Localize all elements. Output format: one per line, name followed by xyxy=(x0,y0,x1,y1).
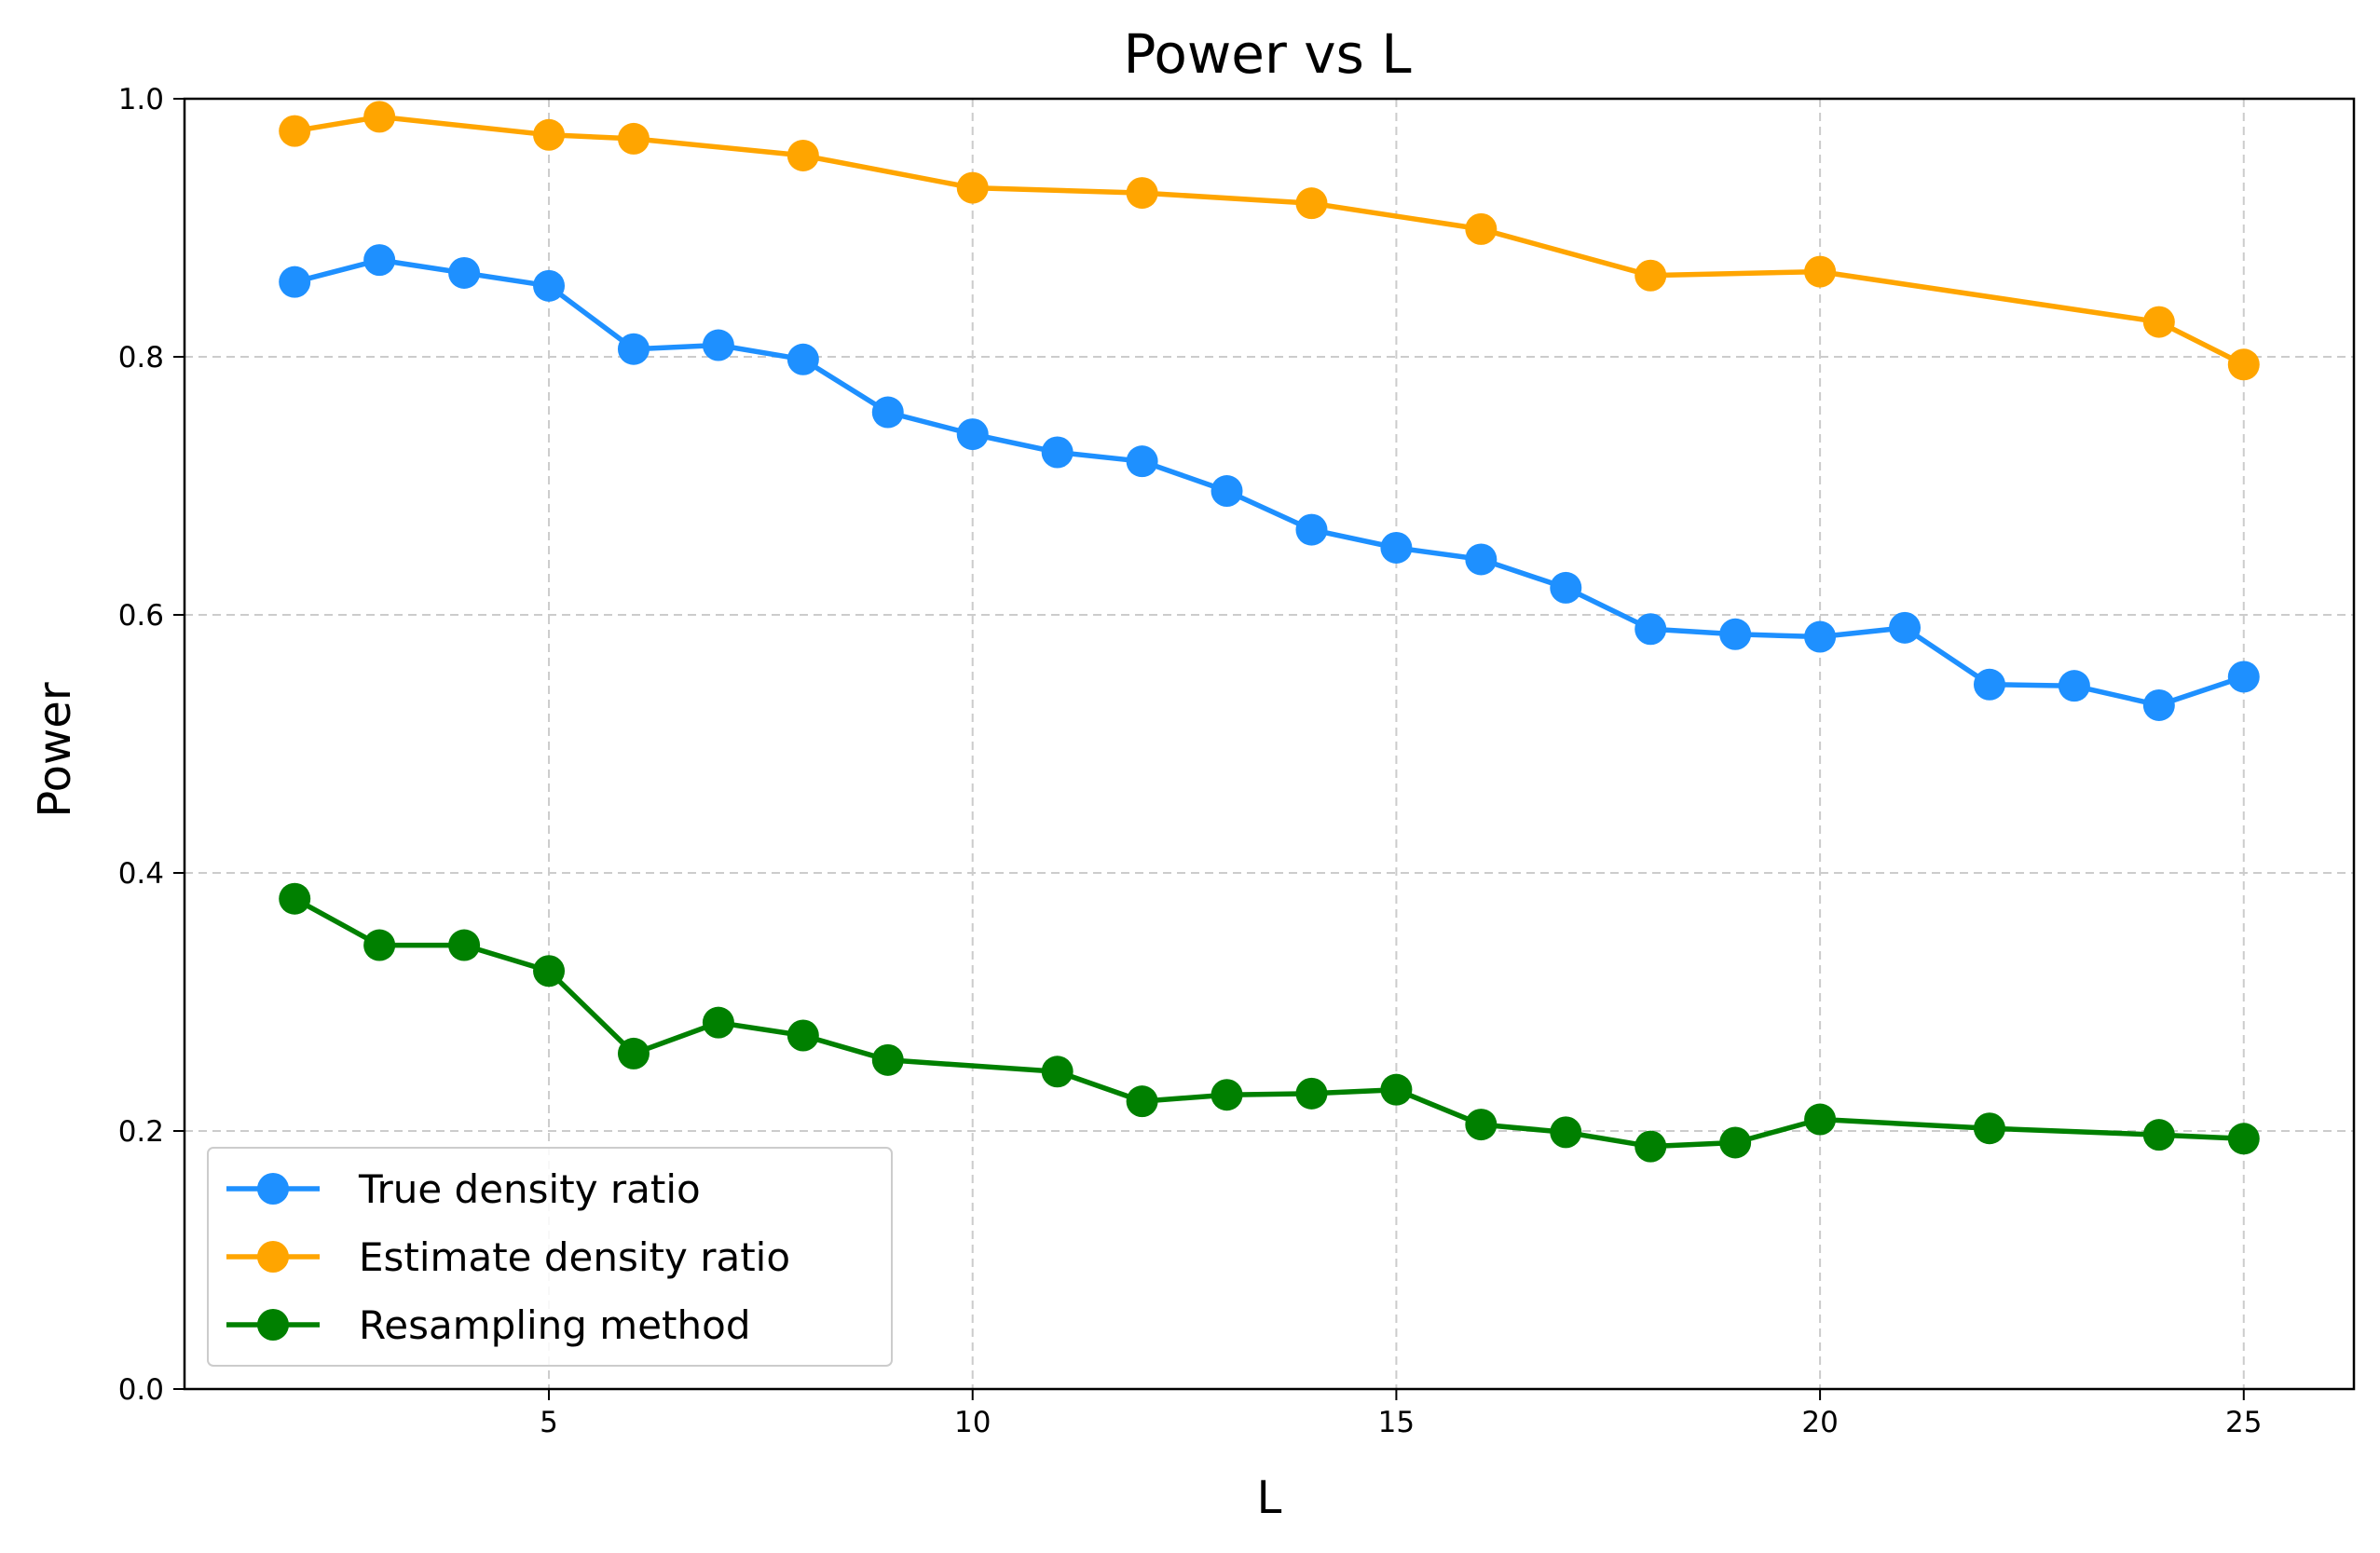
series-line xyxy=(292,895,2247,1150)
data-point xyxy=(786,343,819,375)
legend-label: True density ratio xyxy=(358,1166,701,1212)
data-point xyxy=(871,1043,904,1076)
data-point xyxy=(363,929,396,961)
x-axis-label: L xyxy=(1257,1472,1282,1524)
data-point xyxy=(2058,670,2090,702)
legend-label: Resampling method xyxy=(359,1302,751,1348)
legend-marker xyxy=(257,1309,289,1341)
data-point xyxy=(1295,513,1328,546)
data-point xyxy=(2142,688,2175,721)
x-tick-label: 10 xyxy=(954,1406,991,1439)
data-point xyxy=(1211,475,1243,508)
data-point xyxy=(1041,1056,1074,1088)
data-point xyxy=(617,122,650,155)
data-point xyxy=(1973,1112,2005,1145)
data-point xyxy=(1465,212,1498,245)
legend-marker xyxy=(257,1241,289,1273)
data-point xyxy=(956,418,989,451)
x-tick-label: 5 xyxy=(540,1406,558,1439)
data-point xyxy=(786,1019,819,1052)
data-point xyxy=(448,256,481,289)
data-point xyxy=(1804,620,1837,653)
data-point xyxy=(1635,259,1667,292)
data-point xyxy=(1211,1079,1243,1111)
data-point xyxy=(1295,1077,1328,1110)
legend-marker xyxy=(257,1173,289,1205)
y-tick-label: 0.6 xyxy=(118,599,164,633)
legend-item: Estimate density ratio xyxy=(226,1234,790,1280)
data-point xyxy=(448,929,481,961)
data-point xyxy=(1550,1116,1582,1149)
data-point xyxy=(1719,1126,1752,1159)
data-point xyxy=(1804,255,1837,288)
data-point xyxy=(1380,531,1413,564)
data-point xyxy=(1465,543,1498,576)
y-tick-label: 0.0 xyxy=(118,1373,164,1407)
chart-title: Power vs L xyxy=(1123,22,1411,86)
data-point xyxy=(1295,187,1328,220)
y-tick-label: 0.8 xyxy=(118,341,164,375)
data-point xyxy=(2227,1123,2260,1155)
data-point xyxy=(363,101,396,133)
x-tick-label: 15 xyxy=(1378,1406,1415,1439)
data-point xyxy=(1804,1103,1837,1136)
data-point xyxy=(1465,1109,1498,1141)
data-point xyxy=(1126,445,1158,478)
data-point xyxy=(1041,436,1074,469)
data-point xyxy=(702,329,734,361)
data-point xyxy=(1719,618,1752,650)
data-point xyxy=(1126,1085,1158,1118)
data-point xyxy=(533,955,566,988)
data-point xyxy=(2227,661,2260,693)
data-point xyxy=(2142,306,2175,338)
data-point xyxy=(363,244,396,277)
data-point xyxy=(702,1006,734,1039)
data-point xyxy=(533,118,566,151)
y-tick-label: 0.4 xyxy=(118,857,164,891)
data-point xyxy=(1380,1073,1413,1106)
data-point xyxy=(1889,611,1922,644)
series-2 xyxy=(279,882,2260,1163)
x-tick-label: 20 xyxy=(1801,1406,1838,1439)
x-tick-label: 25 xyxy=(2225,1406,2262,1439)
data-point xyxy=(533,269,566,302)
series-line xyxy=(292,257,2247,708)
data-point xyxy=(2227,348,2260,381)
data-point xyxy=(786,139,819,171)
series-layer xyxy=(279,101,2260,1163)
legend-box xyxy=(207,1147,893,1367)
y-tick-label: 1.0 xyxy=(118,83,164,116)
data-point xyxy=(1550,571,1582,604)
axis-ticks: 5 10 15 20 25 0.0 0.2 0.4 0.6 0.8 1.0 xyxy=(118,83,2263,1439)
legend-item: Resampling method xyxy=(226,1302,751,1348)
data-point xyxy=(279,266,311,298)
data-point xyxy=(956,171,989,204)
legend: True density ratio Estimate density ratio… xyxy=(207,1147,893,1367)
data-point xyxy=(871,396,904,429)
data-point xyxy=(1635,613,1667,646)
data-point xyxy=(279,115,311,147)
legend-label: Estimate density ratio xyxy=(359,1234,790,1280)
series-1 xyxy=(279,101,2260,381)
series-line xyxy=(292,114,2247,368)
series-0 xyxy=(279,244,2260,721)
data-point xyxy=(1973,668,2005,701)
data-point xyxy=(1126,177,1158,210)
data-point xyxy=(1635,1130,1667,1163)
data-point xyxy=(2142,1119,2175,1151)
y-tick-label: 0.2 xyxy=(118,1115,164,1149)
data-point xyxy=(617,1037,650,1069)
plot-frame xyxy=(183,97,2356,1391)
data-point xyxy=(279,882,311,915)
y-axis-label: Power xyxy=(29,682,81,817)
data-point xyxy=(617,333,650,365)
legend-item: True density ratio xyxy=(226,1166,701,1212)
